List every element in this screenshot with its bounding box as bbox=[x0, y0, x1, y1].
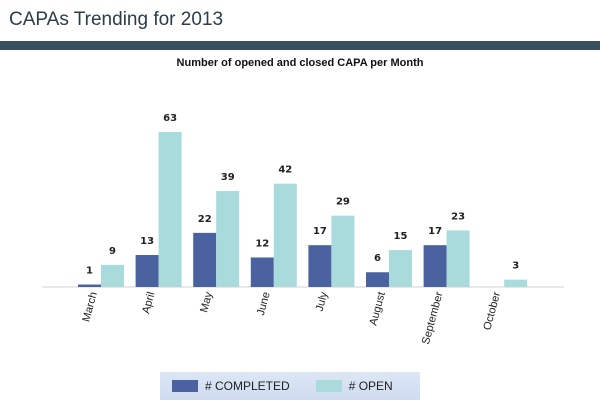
data-label-open-september: 23 bbox=[451, 211, 465, 222]
legend-label-open: # OPEN bbox=[349, 379, 393, 393]
data-label-completed-july: 17 bbox=[313, 226, 327, 237]
bar-open-september bbox=[447, 230, 470, 287]
bar-completed-july bbox=[308, 245, 331, 287]
x-tick-label-april: April bbox=[140, 291, 157, 315]
data-label-open-march: 9 bbox=[109, 246, 116, 257]
bar-completed-june bbox=[251, 257, 274, 287]
bar-open-may bbox=[216, 191, 239, 287]
data-label-open-july: 29 bbox=[336, 197, 350, 208]
x-tick-label-august: August bbox=[367, 291, 387, 327]
bar-completed-may bbox=[193, 233, 216, 287]
data-label-open-may: 39 bbox=[221, 172, 235, 183]
data-label-completed-september: 17 bbox=[428, 226, 442, 237]
data-label-completed-august: 6 bbox=[374, 253, 381, 264]
bar-completed-april bbox=[136, 255, 159, 287]
legend: # COMPLETED # OPEN bbox=[160, 372, 420, 400]
legend-label-completed: # COMPLETED bbox=[205, 379, 290, 393]
data-label-completed-may: 22 bbox=[198, 214, 212, 225]
bar-completed-september bbox=[424, 245, 447, 287]
x-tick-label-september: September bbox=[420, 290, 446, 345]
bar-chart: 19March1363April2239May1242June1729July6… bbox=[0, 0, 600, 418]
x-tick-label-june: June bbox=[255, 291, 273, 317]
data-label-open-june: 42 bbox=[278, 165, 292, 176]
bar-open-july bbox=[331, 216, 354, 287]
x-tick-label-october: October bbox=[481, 290, 503, 331]
bar-open-october bbox=[504, 280, 527, 287]
bar-completed-august bbox=[366, 272, 389, 287]
legend-swatch-completed bbox=[172, 380, 198, 392]
data-label-open-april: 63 bbox=[163, 113, 177, 124]
data-label-completed-april: 13 bbox=[140, 236, 154, 247]
legend-swatch-open bbox=[316, 380, 342, 392]
bar-open-april bbox=[159, 132, 182, 287]
data-label-completed-march: 1 bbox=[86, 266, 93, 277]
bar-open-march bbox=[101, 265, 124, 287]
x-tick-label-march: March bbox=[80, 291, 100, 324]
legend-item-completed: # COMPLETED bbox=[172, 379, 290, 393]
bar-open-june bbox=[274, 184, 297, 287]
data-label-open-august: 15 bbox=[394, 231, 408, 242]
x-tick-label-may: May bbox=[198, 290, 215, 314]
bar-completed-march bbox=[78, 285, 101, 287]
x-tick-label-july: July bbox=[314, 290, 331, 312]
legend-item-open: # OPEN bbox=[316, 379, 393, 393]
data-label-open-october: 3 bbox=[512, 261, 519, 272]
bar-open-august bbox=[389, 250, 412, 287]
data-label-completed-june: 12 bbox=[255, 238, 269, 249]
